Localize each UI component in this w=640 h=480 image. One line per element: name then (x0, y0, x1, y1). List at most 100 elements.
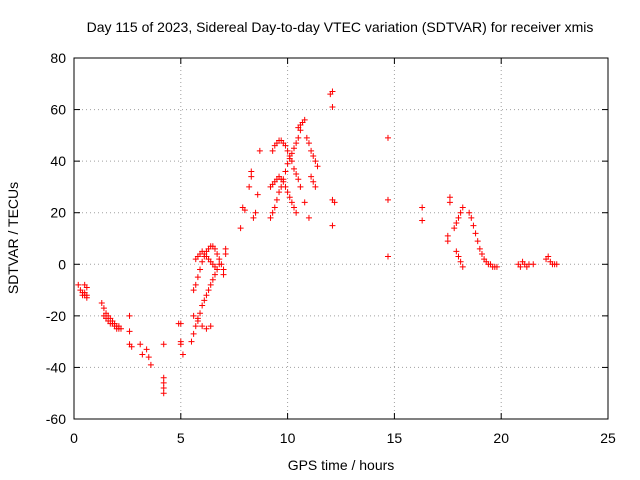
data-point (312, 158, 319, 165)
y-tick-label: -20 (46, 308, 66, 324)
data-point (207, 281, 214, 288)
data-point (301, 199, 308, 206)
data-point (248, 173, 255, 180)
data-point (271, 204, 278, 211)
data-point (160, 379, 167, 386)
data-point (419, 204, 426, 211)
data-point (478, 250, 485, 257)
data-point (256, 147, 263, 154)
data-point (453, 220, 460, 227)
data-point (211, 263, 218, 270)
axis-ticks: 0 5 10 15 20 25 -60 -40 -20 0 20 40 60 80 (46, 50, 616, 446)
y-tick-label: 40 (50, 153, 66, 169)
y-tick-label: 20 (50, 205, 66, 221)
y-tick-label: 80 (50, 50, 66, 66)
data-point (451, 225, 458, 232)
data-point (476, 245, 483, 252)
data-point (308, 147, 315, 154)
data-point (286, 155, 293, 162)
data-point (218, 261, 225, 268)
x-tick-label: 20 (493, 430, 509, 446)
data-point (147, 361, 154, 368)
data-point (280, 178, 287, 185)
data-point (211, 245, 218, 252)
data-point (143, 346, 150, 353)
data-point (329, 88, 336, 95)
data-point (517, 263, 524, 270)
x-tick-label: 25 (600, 430, 616, 446)
data-point (203, 325, 210, 332)
y-tick-label: -60 (46, 411, 66, 427)
data-point (216, 256, 223, 263)
data-point (207, 323, 214, 330)
data-point (199, 258, 206, 265)
data-point (160, 341, 167, 348)
data-point (545, 253, 552, 260)
grid-lines (74, 58, 608, 419)
data-point (115, 325, 122, 332)
data-point (137, 341, 144, 348)
data-point (190, 330, 197, 337)
data-point (194, 274, 201, 281)
data-point (553, 261, 560, 268)
data-point (211, 271, 218, 278)
data-point (295, 134, 302, 141)
data-point (472, 230, 479, 237)
data-point (197, 310, 204, 317)
data-point (177, 320, 184, 327)
data-point (444, 232, 451, 239)
data-point (457, 258, 464, 265)
data-point (126, 328, 133, 335)
data-point (530, 261, 537, 268)
data-point (246, 183, 253, 190)
plot-frame (73, 57, 609, 420)
data-point (214, 250, 221, 257)
data-point (194, 318, 201, 325)
data-point (293, 171, 300, 178)
data-point (331, 199, 338, 206)
data-point (177, 338, 184, 345)
data-point (312, 183, 319, 190)
data-point (199, 302, 206, 309)
data-point (128, 343, 135, 350)
data-point (192, 323, 199, 330)
data-point (199, 323, 206, 330)
data-point (329, 222, 336, 229)
data-point (384, 253, 391, 260)
data-point (288, 199, 295, 206)
data-point (145, 354, 152, 361)
data-point (291, 145, 298, 152)
data-point (267, 214, 274, 221)
x-tick-label: 5 (177, 430, 185, 446)
data-point (126, 312, 133, 319)
data-point (75, 281, 82, 288)
data-point (276, 189, 283, 196)
data-point (297, 183, 304, 190)
data-point (301, 116, 308, 123)
data-point (248, 168, 255, 175)
data-point (291, 165, 298, 172)
data-point (188, 338, 195, 345)
x-axis-label: GPS time / hours (288, 457, 395, 473)
data-point (446, 199, 453, 206)
data-point (250, 214, 257, 221)
data-point (295, 176, 302, 183)
data-point (209, 276, 216, 283)
data-point (310, 152, 317, 159)
data-point (203, 292, 210, 299)
data-point (305, 140, 312, 147)
y-axis-label: SDTVAR / TECUs (5, 182, 21, 294)
data-point (139, 351, 146, 358)
data-point (269, 147, 276, 154)
data-point (201, 297, 208, 304)
data-point (293, 140, 300, 147)
data-point (205, 287, 212, 294)
data-point (288, 150, 295, 157)
data-point (293, 209, 300, 216)
data-point (284, 189, 291, 196)
data-point (83, 294, 90, 301)
data-point (252, 209, 259, 216)
data-point (455, 214, 462, 221)
data-point (282, 142, 289, 149)
data-point (282, 183, 289, 190)
